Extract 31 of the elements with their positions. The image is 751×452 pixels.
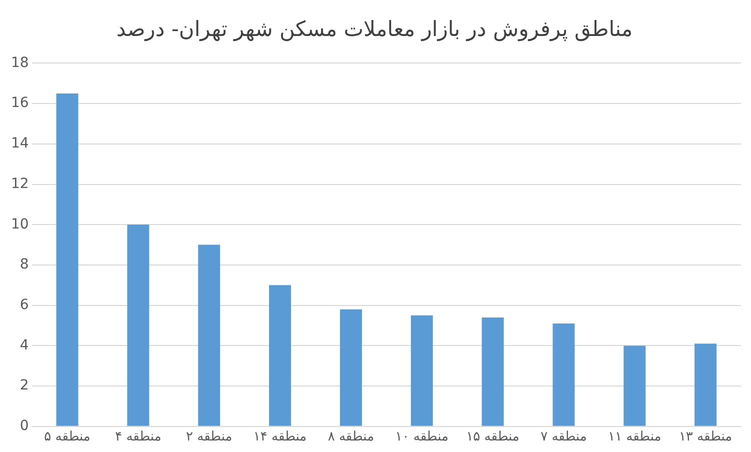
- y-tick-label: 10: [10, 216, 29, 232]
- bar: [552, 323, 575, 426]
- x-tick-label: منطقه ۱۰: [395, 430, 448, 445]
- bar: [198, 244, 220, 426]
- chart-title: مناطق پرفروش در بازار معاملات مسکن شهر تهران- درصد: [116, 17, 633, 42]
- x-tick-label: منطقه ۱۵: [466, 430, 520, 445]
- x-tick-label: منطقه ۱۱: [608, 430, 662, 445]
- x-tick-label: منطقه ۵: [44, 430, 90, 445]
- x-tick-label: منطقه ۱۳: [678, 430, 732, 445]
- y-tick-label: 6: [20, 296, 29, 313]
- x-tick-label: منطقه ۷: [540, 430, 587, 445]
- bar: [694, 344, 717, 426]
- y-tick-label: 8: [20, 256, 29, 273]
- x-tick-label: منطقه ۴: [115, 430, 162, 445]
- bar: [127, 224, 150, 426]
- x-tick-label: منطقه ۸: [328, 430, 374, 445]
- y-tick-label: 4: [20, 337, 29, 354]
- bar: [410, 315, 433, 426]
- y-tick-label: 2: [20, 378, 29, 394]
- y-tick-label: 16: [10, 95, 29, 112]
- x-tick-label: منطقه ۲: [186, 430, 232, 445]
- bar: [56, 93, 78, 426]
- y-tick-label: 12: [10, 176, 29, 192]
- bar: [269, 285, 292, 426]
- bar: [482, 317, 504, 426]
- bar: [340, 309, 362, 426]
- y-tick-label: 14: [10, 136, 29, 152]
- y-tick-label: 0: [20, 418, 29, 434]
- x-tick-label: منطقه ۱۴: [253, 430, 307, 445]
- bar: [624, 346, 646, 426]
- y-tick-label: 18: [10, 54, 29, 71]
